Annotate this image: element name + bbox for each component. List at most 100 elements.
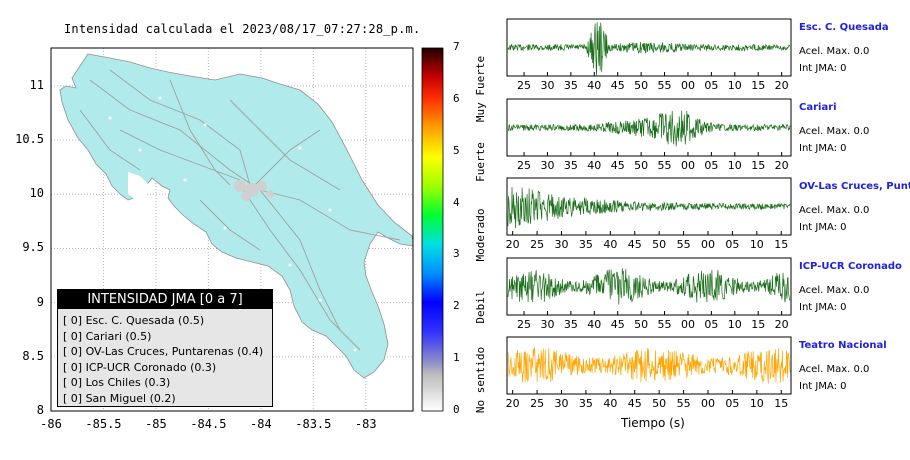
time-tick-label: 40 bbox=[587, 159, 602, 172]
time-tick-label: 35 bbox=[578, 397, 593, 410]
time-tick-label: 50 bbox=[634, 318, 649, 331]
legend-title: INTENSIDAD JMA [0 a 7] bbox=[58, 290, 272, 309]
time-tick-label: 55 bbox=[676, 397, 691, 410]
time-tick-label: 00 bbox=[680, 318, 695, 331]
y-tick-label: 10.5 bbox=[15, 132, 44, 147]
time-tick-label: 10 bbox=[727, 79, 742, 92]
time-tick-label: 50 bbox=[634, 159, 649, 172]
legend-item: [ 0] Los Chiles (0.3) bbox=[63, 376, 171, 389]
legend-item: [ 0] OV-Las Cruces, Puntarenas (0.4) bbox=[63, 345, 264, 358]
time-tick-label: 00 bbox=[680, 79, 695, 92]
legend-item: [ 0] Cariari (0.5) bbox=[63, 329, 152, 343]
colorbar-tick: 3 bbox=[453, 247, 460, 261]
station-acel: Acel. Max. 0.0 bbox=[799, 205, 870, 216]
time-tick-label: 55 bbox=[657, 159, 672, 172]
time-tick-label: 30 bbox=[554, 238, 569, 251]
colorbar-tick: 0 bbox=[453, 403, 460, 416]
legend-item: [ 0] ICP-UCR Coronado (0.3) bbox=[63, 360, 217, 374]
time-tick-label: 05 bbox=[725, 397, 740, 410]
y-tick-label: 8.5 bbox=[22, 348, 44, 363]
time-tick-label: 00 bbox=[700, 238, 715, 251]
time-tick-label: 15 bbox=[774, 397, 789, 410]
y-tick-label: 11 bbox=[29, 77, 44, 92]
time-tick-label: 30 bbox=[554, 397, 569, 410]
seismogram-trace bbox=[507, 347, 791, 384]
time-tick-label: 40 bbox=[587, 79, 602, 92]
x-tick-label: -83.5 bbox=[295, 417, 332, 431]
y-tick-label: 9 bbox=[36, 294, 44, 309]
time-tick-label: 15 bbox=[751, 79, 766, 92]
time-tick-label: 20 bbox=[774, 318, 789, 331]
colorbar-label: Debil bbox=[474, 290, 487, 324]
station-name: Teatro Nacional bbox=[799, 340, 887, 351]
colorbar-label: No sentido bbox=[474, 346, 487, 413]
x-tick-label: -83 bbox=[354, 417, 377, 431]
time-tick-label: 10 bbox=[749, 397, 764, 410]
time-tick-label: 25 bbox=[517, 159, 532, 172]
time-tick-label: 25 bbox=[517, 79, 532, 92]
time-tick-label: 15 bbox=[751, 318, 766, 331]
colorbar-tick: 2 bbox=[453, 299, 460, 313]
legend-item: [ 0] Esc. C. Quesada (0.5) bbox=[63, 314, 205, 327]
time-tick-label: 05 bbox=[725, 238, 740, 251]
x-tick-label: -85 bbox=[145, 417, 167, 431]
colorbar-label: Muy Fuerte bbox=[474, 56, 487, 123]
time-tick-label: 45 bbox=[627, 238, 642, 251]
time-tick-label: 40 bbox=[603, 397, 618, 410]
x-tick-label: -85.5 bbox=[85, 417, 122, 431]
time-tick-label: 10 bbox=[727, 159, 742, 172]
seismogram-trace bbox=[507, 22, 791, 77]
intensity-legend: INTENSIDAD JMA [0 a 7] [ 0] Esc. C. Ques… bbox=[57, 289, 273, 407]
seismogram-trace bbox=[507, 186, 791, 229]
time-tick-label: 55 bbox=[657, 79, 672, 92]
time-tick-label: 25 bbox=[517, 318, 532, 331]
land-costa-rica bbox=[59, 53, 413, 379]
time-axis-label: Tiempo (s) bbox=[621, 416, 685, 430]
time-tick-label: 35 bbox=[563, 159, 578, 172]
time-tick-label: 40 bbox=[603, 238, 618, 251]
colorbar-tick: 7 bbox=[453, 40, 460, 53]
time-tick-label: 20 bbox=[505, 238, 520, 251]
station-name: Cariari bbox=[799, 102, 837, 113]
time-tick-label: 25 bbox=[530, 238, 545, 251]
station-jma: Int JMA: 0 bbox=[799, 302, 847, 313]
time-tick-label: 50 bbox=[634, 79, 649, 92]
colorbar bbox=[421, 47, 444, 412]
colorbar-tick: 6 bbox=[453, 91, 460, 105]
colorbar-label: Fuerte bbox=[474, 142, 487, 182]
time-tick-label: 40 bbox=[587, 318, 602, 331]
colorbar-label: Moderado bbox=[474, 208, 487, 262]
time-tick-label: 25 bbox=[530, 397, 545, 410]
station-name: OV-Las Cruces, Puntar bbox=[799, 181, 910, 192]
map-title: Intensidad calculada el 2023/08/17_07:27… bbox=[64, 22, 421, 36]
time-tick-label: 35 bbox=[563, 79, 578, 92]
time-tick-label: 30 bbox=[540, 79, 555, 92]
time-tick-label: 55 bbox=[657, 318, 672, 331]
x-tick-label: -84.5 bbox=[190, 417, 227, 431]
time-tick-label: 00 bbox=[680, 159, 695, 172]
station-jma: Int JMA: 0 bbox=[799, 63, 847, 74]
time-tick-label: 45 bbox=[610, 79, 625, 92]
time-tick-label: 30 bbox=[540, 318, 555, 331]
time-tick-label: 55 bbox=[676, 238, 691, 251]
time-tick-label: 45 bbox=[627, 397, 642, 410]
seismogram-trace bbox=[507, 110, 791, 147]
time-tick-label: 05 bbox=[704, 318, 719, 331]
station-acel: Acel. Max. 0.0 bbox=[799, 364, 870, 375]
seismogram-trace bbox=[507, 268, 791, 305]
time-tick-label: 50 bbox=[652, 238, 667, 251]
station-acel: Acel. Max. 0.0 bbox=[799, 46, 870, 57]
time-tick-label: 20 bbox=[774, 79, 789, 92]
station-acel: Acel. Max. 0.0 bbox=[799, 126, 870, 137]
colorbar-tick: 4 bbox=[453, 195, 460, 209]
y-tick-label: 9.5 bbox=[22, 240, 44, 255]
time-tick-label: 10 bbox=[727, 318, 742, 331]
time-tick-label: 00 bbox=[700, 397, 715, 410]
time-tick-label: 20 bbox=[505, 397, 520, 410]
time-tick-label: 10 bbox=[749, 238, 764, 251]
time-tick-label: 30 bbox=[540, 159, 555, 172]
station-acel: Acel. Max. 0.0 bbox=[799, 285, 870, 296]
time-tick-label: 45 bbox=[610, 159, 625, 172]
y-tick-label: 8 bbox=[36, 403, 44, 417]
